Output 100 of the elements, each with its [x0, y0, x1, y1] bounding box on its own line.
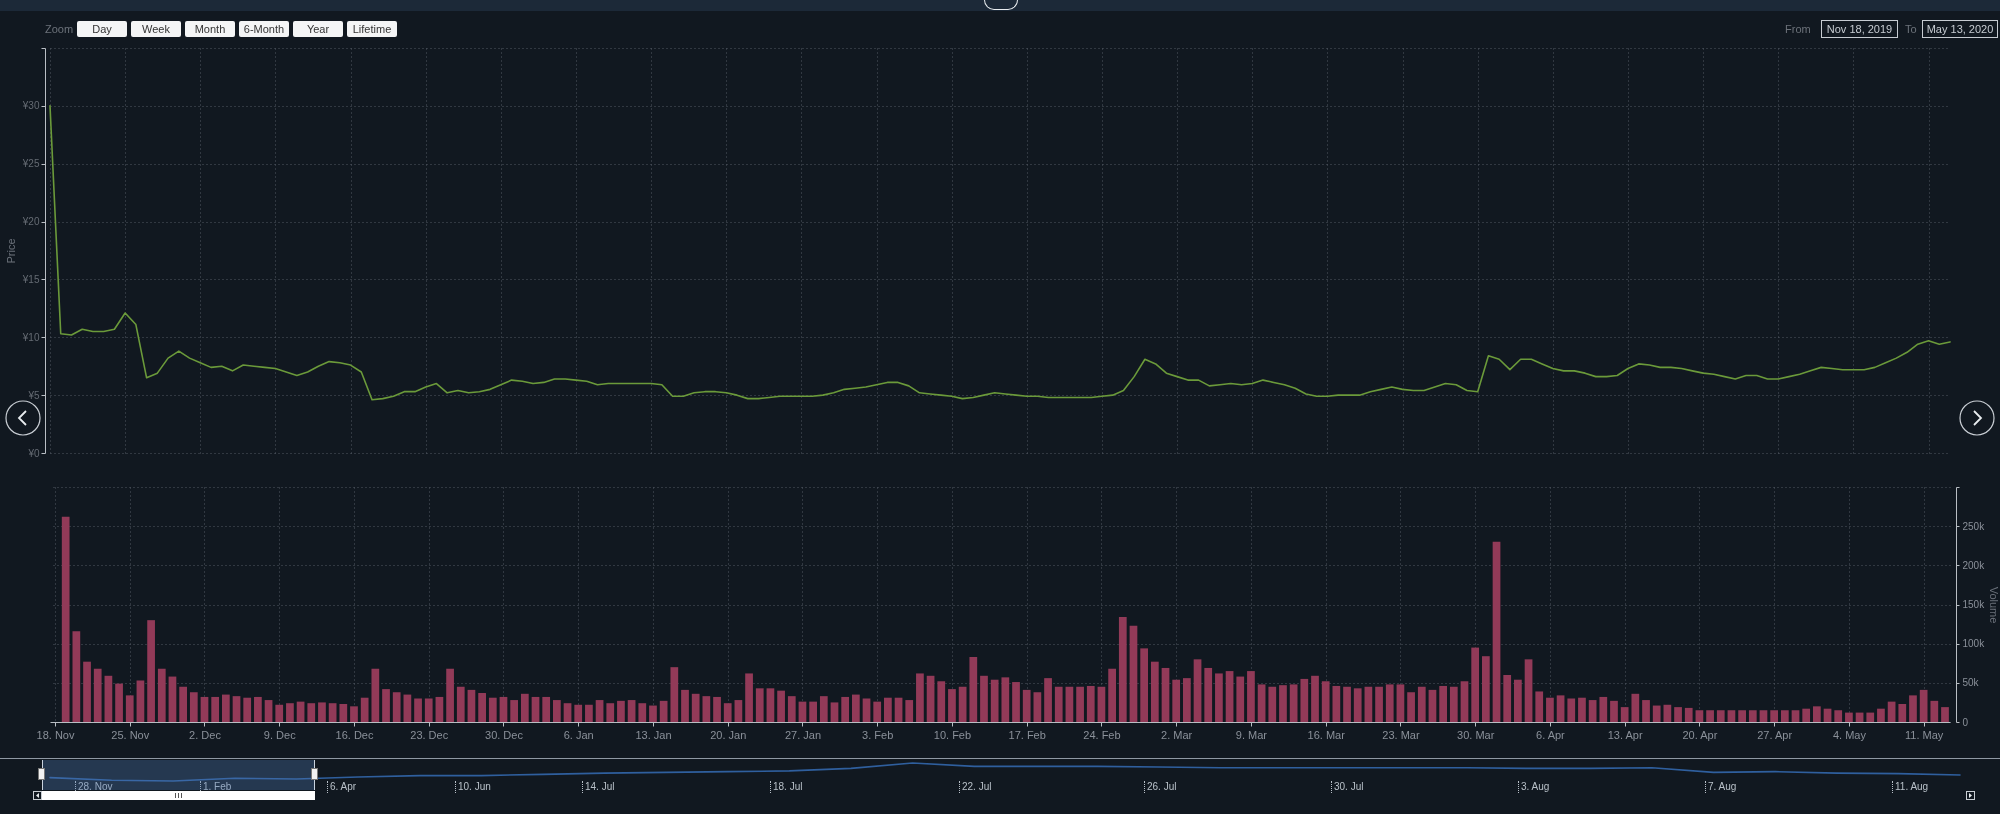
bar: [1097, 686, 1106, 722]
bar: [617, 700, 625, 722]
bar: [435, 696, 444, 722]
text: From: [1785, 22, 1811, 37]
bar: [499, 696, 508, 722]
bar: [115, 683, 123, 722]
annotation: 1. Feb: [200, 781, 232, 793]
x-tick-label: 11. May: [1904, 728, 1944, 741]
annotation: 18. Jul: [770, 781, 803, 793]
bar: [1727, 710, 1736, 722]
bar: [1695, 710, 1704, 722]
bar: [350, 706, 358, 722]
y-axis-title: Price: [4, 238, 17, 264]
bar: [787, 696, 796, 722]
bar: [713, 696, 721, 722]
bar: [1599, 696, 1608, 722]
bar: [1748, 710, 1757, 722]
y-tick-label: 250k: [1962, 520, 1986, 532]
bar: [1770, 710, 1779, 722]
annotation: 26. Jul: [1144, 781, 1177, 793]
bar: [1492, 541, 1501, 722]
annotation: 30. Jul: [1331, 781, 1364, 793]
bar: [1706, 710, 1714, 722]
bar: [488, 697, 497, 722]
bar: [200, 696, 209, 722]
x-tick-label: 6. Apr: [1536, 728, 1566, 741]
bar: [1556, 695, 1565, 722]
bar: [286, 703, 294, 722]
x-tick-label: 24. Feb: [1083, 728, 1121, 741]
bar: [1471, 647, 1480, 722]
bar: [1674, 707, 1682, 722]
y-tick-label: ¥10: [21, 331, 40, 343]
bar: [691, 693, 700, 722]
bar: [1738, 710, 1746, 722]
bar: [168, 676, 177, 722]
bar: [1353, 688, 1362, 722]
bar: [723, 703, 732, 722]
bar: [1834, 710, 1843, 722]
bar: [585, 704, 593, 722]
bar: [937, 681, 946, 722]
bar: [1631, 693, 1640, 722]
bar: [916, 673, 924, 722]
bar: [1546, 697, 1554, 722]
bar: [1524, 659, 1533, 722]
y-tick-label: ¥30: [21, 100, 40, 112]
bar: [809, 701, 817, 722]
x-tick-label: 16. Mar: [1307, 728, 1346, 741]
y-tick-label: 50k: [1962, 677, 1980, 689]
bar: [1588, 700, 1597, 722]
bar: [1567, 698, 1576, 722]
zoom-button: Year: [293, 21, 343, 37]
bar: [1514, 679, 1522, 722]
bar: [1279, 685, 1287, 722]
bar: [1919, 689, 1928, 722]
bar: [136, 680, 145, 722]
x-tick-label: 9. Mar: [1235, 728, 1268, 741]
y-tick-label: 0: [1962, 716, 1969, 728]
bar: [61, 516, 70, 722]
bar: [1791, 710, 1800, 722]
x-tick-label: 13. Apr: [1607, 728, 1643, 741]
bar: [478, 693, 486, 722]
bar: [819, 696, 828, 722]
bar: [1802, 708, 1811, 722]
x-tick-label: 3. Feb: [862, 728, 894, 741]
x-tick-label: 20. Apr: [1682, 728, 1718, 741]
bar: [958, 686, 967, 722]
bar: [339, 703, 348, 722]
bar: [1161, 667, 1170, 722]
bar: [510, 700, 519, 722]
bar: [446, 668, 454, 722]
bar: [1845, 712, 1853, 722]
bar: [1172, 679, 1181, 722]
bar: [1652, 705, 1661, 722]
zoom-button: Week: [131, 21, 181, 37]
bar: [83, 661, 91, 722]
bar: [1428, 689, 1437, 722]
x-tick-label: 30. Mar: [1457, 728, 1495, 741]
bar: [873, 701, 882, 722]
y-tick-label: ¥25: [21, 158, 40, 170]
bar: [1417, 686, 1426, 722]
bar: [1909, 695, 1917, 722]
bar: [542, 696, 551, 722]
bar: [1407, 692, 1415, 722]
bar: [414, 698, 422, 722]
x-tick-label: 16. Dec: [335, 728, 374, 741]
bar: [232, 696, 241, 722]
bar: [1941, 707, 1949, 722]
bar: [670, 667, 679, 722]
bar: [681, 689, 689, 722]
bar: [1813, 706, 1821, 722]
x-tick-label: 13. Jan: [635, 728, 672, 741]
bar: [926, 675, 935, 722]
bar: [1193, 659, 1202, 722]
bar: [189, 692, 198, 722]
bar: [1247, 671, 1255, 722]
annotation: 10. Jun: [455, 781, 491, 793]
x-tick-label: 2. Dec: [189, 728, 222, 741]
bar: [734, 700, 743, 722]
bar: [1364, 686, 1373, 722]
bar: [1898, 703, 1907, 722]
